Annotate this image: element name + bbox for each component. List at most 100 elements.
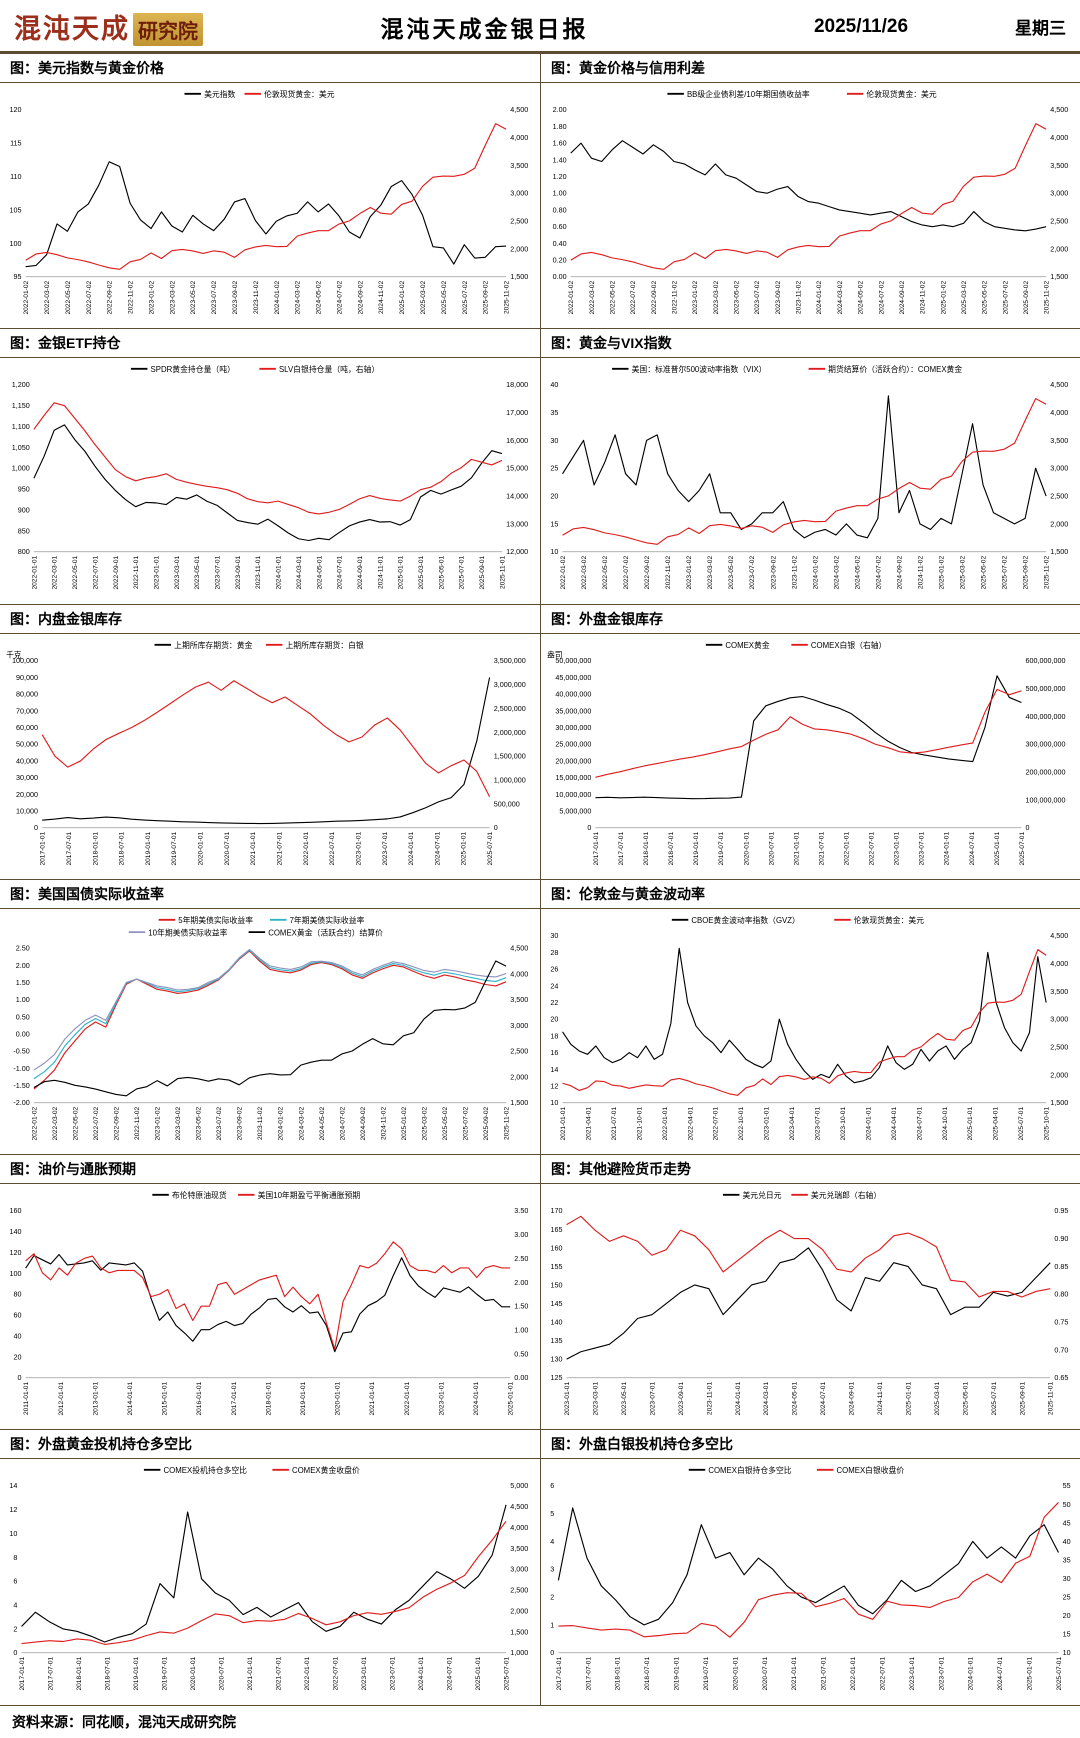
- svg-text:上期所库存期货：白银: 上期所库存期货：白银: [285, 640, 363, 650]
- svg-text:2024-07-02: 2024-07-02: [875, 556, 882, 590]
- svg-text:24: 24: [550, 981, 558, 990]
- chart-canvas-etf-holdings: SPDR黄金持仓量（吨） SLV白银持仓量（吨，右轴） 800 850 900 950 1,…: [12, 364, 528, 590]
- svg-text:2024-01-01: 2024-01-01: [276, 556, 283, 590]
- svg-text:2,500,000: 2,500,000: [494, 703, 526, 712]
- svg-text:4,500: 4,500: [510, 943, 528, 952]
- svg-text:期货结算价（活跃合约）：COMEX黄金: 期货结算价（活跃合约）：COMEX黄金: [828, 364, 962, 374]
- svg-text:CBOE黄金波动率指数（GVZ）: CBOE黄金波动率指数（GVZ）: [691, 915, 799, 925]
- svg-text:40,000,000: 40,000,000: [555, 689, 591, 698]
- svg-text:3,000: 3,000: [1050, 464, 1068, 473]
- svg-text:2022-01-01: 2022-01-01: [303, 831, 310, 865]
- svg-text:2023-07-02: 2023-07-02: [749, 556, 756, 590]
- svg-text:2018-07-01: 2018-07-01: [105, 1657, 112, 1691]
- svg-text:2024-01-01: 2024-01-01: [865, 1106, 872, 1140]
- svg-text:50,000: 50,000: [16, 739, 38, 748]
- svg-text:2,000: 2,000: [1050, 520, 1068, 529]
- svg-text:3,500: 3,500: [1050, 987, 1068, 996]
- charts-grid: 图：美元指数与黄金价格 美元指数 伦敦现货黄金：美元 95 100 105 110 115 1…: [0, 53, 1080, 1705]
- svg-text:2025-03-02: 2025-03-02: [961, 281, 968, 315]
- chart-panel-oil-inflation: 图：油价与通胀预期 布伦特原油现货 美国10年期盈亏平衡通胀预期 0 20 40 60 80…: [0, 1154, 540, 1429]
- svg-text:2024-05-02: 2024-05-02: [854, 556, 861, 590]
- svg-text:2023-01-01: 2023-01-01: [355, 831, 362, 865]
- svg-text:2022-01-02: 2022-01-02: [568, 281, 575, 315]
- svg-text:2023-11-02: 2023-11-02: [257, 1106, 264, 1140]
- svg-text:2022-03-02: 2022-03-02: [44, 281, 51, 315]
- svg-text:2024-11-01: 2024-11-01: [877, 1382, 884, 1416]
- svg-text:22: 22: [550, 998, 558, 1007]
- svg-text:850: 850: [18, 527, 30, 536]
- svg-text:130: 130: [551, 1355, 563, 1364]
- svg-text:2025-01-02: 2025-01-02: [399, 281, 406, 315]
- svg-text:20: 20: [1063, 1612, 1071, 1621]
- svg-text:2024-05-01: 2024-05-01: [316, 556, 323, 590]
- svg-text:1: 1: [550, 1621, 554, 1630]
- chart-area: CBOE黄金波动率指数（GVZ） 伦敦现货黄金：美元 10 12 14 16 18 20 22 2…: [541, 909, 1080, 1154]
- svg-text:2012-01-01: 2012-01-01: [58, 1382, 65, 1416]
- svg-text:2019-07-01: 2019-07-01: [171, 831, 178, 865]
- svg-text:4: 4: [13, 1601, 17, 1610]
- panel-title: 图：油价与通胀预期: [0, 1154, 540, 1185]
- svg-text:2024-01-02: 2024-01-02: [816, 281, 823, 315]
- svg-text:2025-07-02: 2025-07-02: [462, 281, 469, 315]
- svg-text:2023-04-01: 2023-04-01: [789, 1106, 796, 1140]
- svg-text:2022-09-01: 2022-09-01: [113, 556, 120, 590]
- svg-text:45,000,000: 45,000,000: [555, 672, 591, 681]
- svg-text:2025-09-02: 2025-09-02: [1023, 556, 1030, 590]
- svg-text:20: 20: [550, 1015, 558, 1024]
- svg-text:25,000,000: 25,000,000: [555, 739, 591, 748]
- report-date: 2025/11/26: [813, 15, 909, 37]
- chart-panel-etf-holdings: 图：金银ETF持仓 SPDR黄金持仓量（吨） SLV白银持仓量（吨，右轴） 800 8…: [0, 328, 540, 603]
- svg-text:2025-11-01: 2025-11-01: [1048, 1382, 1055, 1416]
- svg-text:2025-01-01: 2025-01-01: [994, 831, 1001, 865]
- svg-text:160: 160: [10, 1206, 22, 1215]
- svg-text:2025-07-01: 2025-07-01: [504, 1657, 511, 1691]
- svg-text:2024-09-02: 2024-09-02: [360, 1106, 367, 1140]
- svg-text:2022-07-01: 2022-07-01: [92, 556, 99, 590]
- svg-text:-2.00: -2.00: [13, 1098, 29, 1107]
- svg-text:2024-05-02: 2024-05-02: [319, 1106, 326, 1140]
- svg-text:1.80: 1.80: [553, 122, 567, 131]
- svg-text:2025-07-01: 2025-07-01: [991, 1382, 998, 1416]
- svg-text:2024-07-02: 2024-07-02: [339, 1106, 346, 1140]
- panel-title: 图：内盘金银库存: [0, 603, 540, 634]
- svg-text:2022-09-02: 2022-09-02: [644, 556, 651, 590]
- svg-text:12: 12: [9, 1505, 17, 1514]
- svg-text:105: 105: [10, 205, 22, 214]
- svg-text:2022-05-02: 2022-05-02: [72, 1106, 79, 1140]
- svg-text:2017-01-01: 2017-01-01: [593, 831, 600, 865]
- svg-text:2023-11-01: 2023-11-01: [255, 556, 262, 590]
- chart-panel-overseas-inventory: 图：外盘金银库存 COMEX黄金 COMEX白银（右轴） 盎司 0 5,000,000 1…: [540, 603, 1080, 879]
- svg-text:1,150: 1,150: [12, 401, 30, 410]
- svg-text:2025-03-01: 2025-03-01: [934, 1382, 941, 1416]
- svg-text:2011-01-01: 2011-01-01: [23, 1382, 30, 1416]
- svg-text:2024-07-01: 2024-07-01: [447, 1657, 454, 1691]
- svg-text:25: 25: [1063, 1593, 1071, 1602]
- svg-text:1,000: 1,000: [12, 464, 30, 473]
- svg-text:2022-05-02: 2022-05-02: [602, 556, 609, 590]
- svg-text:4,500: 4,500: [510, 105, 528, 114]
- svg-text:2023-03-02: 2023-03-02: [707, 556, 714, 590]
- svg-text:3,000: 3,000: [510, 189, 528, 198]
- svg-text:3,500,000: 3,500,000: [494, 656, 526, 665]
- svg-text:2025-11-01: 2025-11-01: [499, 556, 506, 590]
- svg-text:30: 30: [550, 931, 558, 940]
- svg-text:2020-01-01: 2020-01-01: [732, 1657, 739, 1691]
- svg-text:110: 110: [10, 172, 21, 181]
- svg-text:2.00: 2.00: [16, 961, 30, 970]
- svg-text:2025-07-02: 2025-07-02: [462, 1106, 469, 1140]
- svg-text:0.40: 0.40: [553, 239, 567, 248]
- svg-text:30: 30: [1063, 1574, 1071, 1583]
- panel-title: 图：美元指数与黄金价格: [0, 53, 540, 83]
- svg-text:3,000: 3,000: [1050, 189, 1068, 198]
- svg-text:3,500: 3,500: [1050, 161, 1068, 170]
- svg-text:2023-07-01: 2023-07-01: [938, 1657, 945, 1691]
- svg-text:5年期美债实际收益率: 5年期美债实际收益率: [178, 915, 253, 925]
- svg-text:2022-01-02: 2022-01-02: [23, 281, 30, 315]
- chart-canvas-silver-long-short-ratio: COMEX白银持仓多空比 COMEX白银收盘价012345610152025303…: [550, 1466, 1071, 1691]
- svg-text:2023-07-01: 2023-07-01: [390, 1657, 397, 1691]
- svg-text:1,500: 1,500: [510, 272, 528, 281]
- chart-area: 上期所库存期货：黄金 上期所库存期货：白银 千克 0 10,000 20,000 30,00…: [0, 634, 540, 879]
- svg-text:20,000: 20,000: [16, 789, 38, 798]
- svg-text:2025-07-01: 2025-07-01: [487, 831, 494, 865]
- svg-text:3,500: 3,500: [1050, 436, 1068, 445]
